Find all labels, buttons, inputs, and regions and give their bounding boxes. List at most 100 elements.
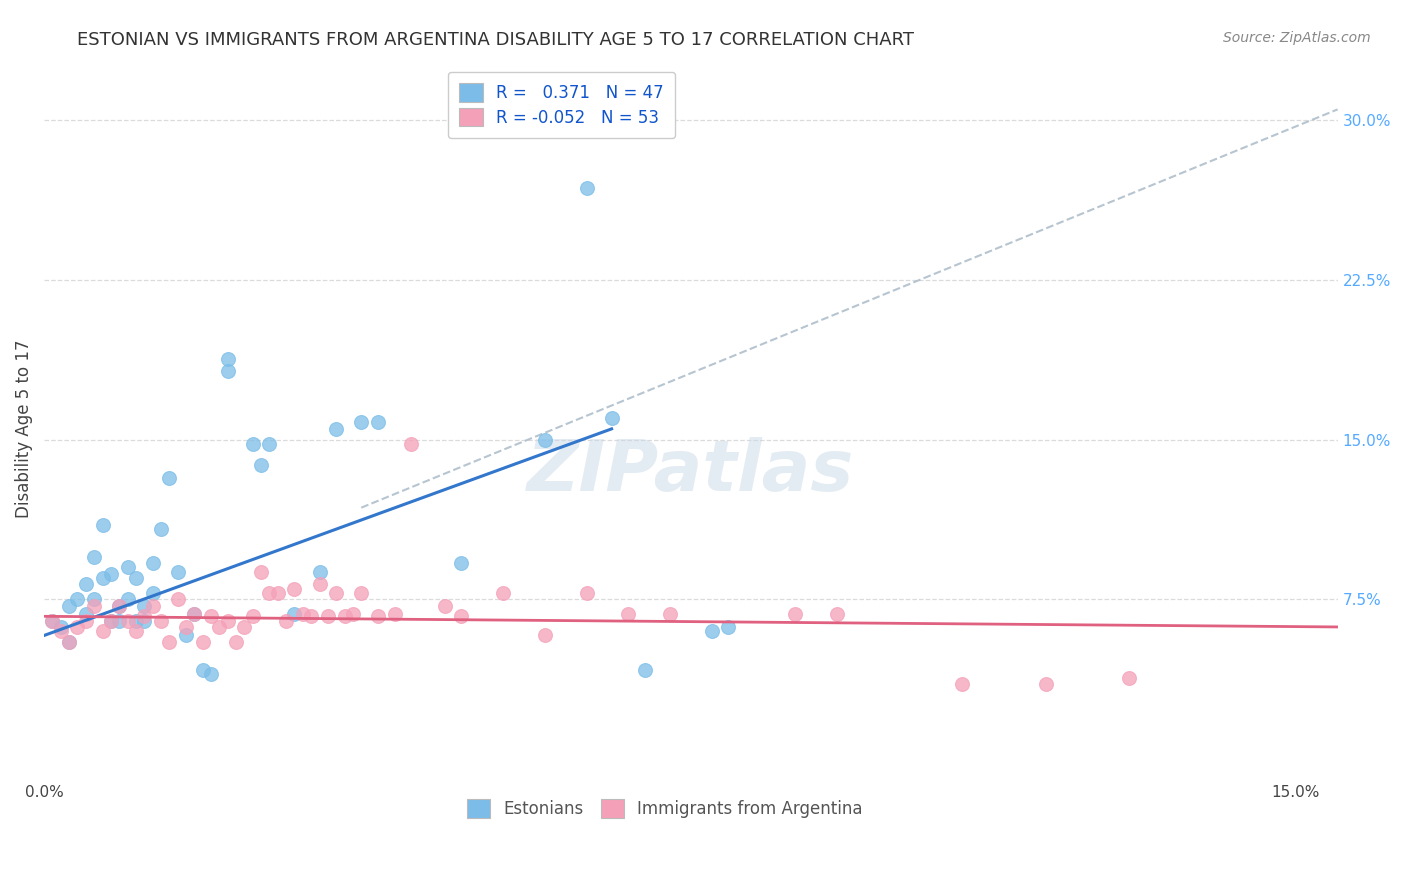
- Point: [58, 635, 80, 649]
- Point: [142, 599, 165, 613]
- Point: [217, 351, 239, 366]
- Point: [700, 624, 723, 639]
- Point: [66, 592, 89, 607]
- Point: [134, 599, 156, 613]
- Point: [717, 620, 740, 634]
- Point: [634, 663, 657, 677]
- Point: [384, 607, 406, 622]
- Point: [157, 635, 180, 649]
- Point: [1035, 677, 1057, 691]
- Point: [333, 609, 356, 624]
- Point: [174, 620, 197, 634]
- Point: [125, 624, 148, 639]
- Text: Source: ZipAtlas.com: Source: ZipAtlas.com: [1223, 31, 1371, 45]
- Point: [283, 607, 305, 622]
- Point: [125, 571, 148, 585]
- Point: [117, 560, 139, 574]
- Point: [450, 556, 472, 570]
- Point: [367, 609, 389, 624]
- Point: [157, 471, 180, 485]
- Point: [208, 620, 231, 634]
- Point: [350, 416, 373, 430]
- Point: [125, 614, 148, 628]
- Point: [100, 614, 122, 628]
- Point: [785, 607, 807, 622]
- Point: [825, 607, 848, 622]
- Point: [299, 609, 322, 624]
- Point: [142, 586, 165, 600]
- Point: [367, 416, 389, 430]
- Point: [75, 607, 97, 622]
- Point: [58, 599, 80, 613]
- Point: [283, 582, 305, 596]
- Point: [174, 628, 197, 642]
- Point: [575, 586, 598, 600]
- Point: [117, 592, 139, 607]
- Point: [149, 522, 172, 536]
- Point: [83, 549, 105, 564]
- Point: [108, 599, 131, 613]
- Point: [342, 607, 364, 622]
- Point: [191, 635, 214, 649]
- Point: [291, 607, 314, 622]
- Point: [142, 556, 165, 570]
- Point: [100, 614, 122, 628]
- Point: [166, 565, 188, 579]
- Point: [316, 609, 339, 624]
- Point: [183, 607, 205, 622]
- Point: [134, 614, 156, 628]
- Point: [149, 614, 172, 628]
- Point: [350, 586, 373, 600]
- Point: [83, 592, 105, 607]
- Point: [217, 614, 239, 628]
- Point: [91, 571, 114, 585]
- Point: [242, 609, 264, 624]
- Text: ZIPatlas: ZIPatlas: [527, 436, 855, 506]
- Point: [217, 364, 239, 378]
- Point: [41, 614, 63, 628]
- Point: [242, 437, 264, 451]
- Point: [534, 433, 557, 447]
- Point: [1118, 671, 1140, 685]
- Point: [66, 620, 89, 634]
- Point: [225, 635, 247, 649]
- Point: [83, 599, 105, 613]
- Point: [49, 624, 72, 639]
- Point: [75, 577, 97, 591]
- Point: [200, 666, 222, 681]
- Point: [308, 577, 330, 591]
- Point: [575, 181, 598, 195]
- Y-axis label: Disability Age 5 to 17: Disability Age 5 to 17: [15, 340, 32, 518]
- Point: [267, 586, 290, 600]
- Legend: Estonians, Immigrants from Argentina: Estonians, Immigrants from Argentina: [460, 793, 869, 825]
- Point: [108, 614, 131, 628]
- Text: ESTONIAN VS IMMIGRANTS FROM ARGENTINA DISABILITY AGE 5 TO 17 CORRELATION CHART: ESTONIAN VS IMMIGRANTS FROM ARGENTINA DI…: [77, 31, 914, 49]
- Point: [450, 609, 472, 624]
- Point: [75, 614, 97, 628]
- Point: [200, 609, 222, 624]
- Point: [108, 599, 131, 613]
- Point: [276, 614, 298, 628]
- Point: [250, 458, 273, 472]
- Point: [250, 565, 273, 579]
- Point: [492, 586, 515, 600]
- Point: [134, 609, 156, 624]
- Point: [600, 411, 623, 425]
- Point: [117, 614, 139, 628]
- Point: [259, 437, 281, 451]
- Point: [58, 635, 80, 649]
- Point: [41, 614, 63, 628]
- Point: [617, 607, 640, 622]
- Point: [950, 677, 973, 691]
- Point: [91, 517, 114, 532]
- Point: [91, 624, 114, 639]
- Point: [325, 422, 347, 436]
- Point: [191, 663, 214, 677]
- Point: [233, 620, 256, 634]
- Point: [183, 607, 205, 622]
- Point: [49, 620, 72, 634]
- Point: [308, 565, 330, 579]
- Point: [166, 592, 188, 607]
- Point: [325, 586, 347, 600]
- Point: [259, 586, 281, 600]
